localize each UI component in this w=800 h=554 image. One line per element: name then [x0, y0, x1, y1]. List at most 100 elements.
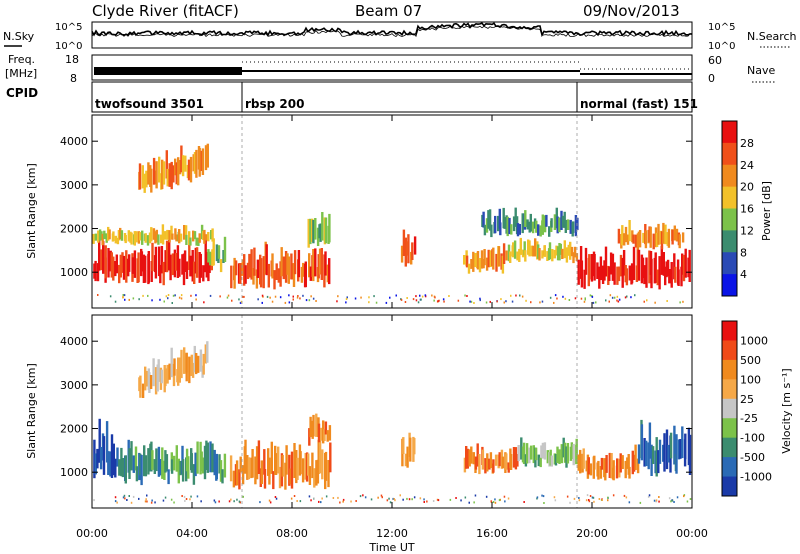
power-data-cell [309, 218, 312, 245]
velocity-speckle [126, 499, 128, 501]
power-data-cell [195, 237, 198, 246]
velocity-speckle [128, 495, 130, 497]
power-speckle [553, 301, 555, 304]
power-speckle [562, 295, 564, 298]
power-data-cell [623, 233, 626, 246]
power-data-cell [318, 248, 322, 275]
power-data-cell [674, 266, 677, 283]
power-speckle [442, 298, 445, 301]
power-data-cell [250, 249, 253, 280]
velocity-data-cell [413, 438, 416, 455]
velocity-speckle [601, 499, 603, 501]
power-data-cell [286, 253, 289, 275]
velocity-data-cell [293, 443, 296, 478]
velocity-data-cell [322, 420, 325, 444]
power-speckle [138, 298, 140, 301]
velocity-speckle [419, 497, 422, 500]
power-data-cell [413, 236, 417, 255]
velocity-data-cell [99, 447, 103, 470]
velocity-data-cell [274, 453, 278, 475]
power-data-cell [94, 233, 97, 241]
velocity-speckle [474, 494, 477, 497]
power-data-cell [599, 256, 603, 281]
velocity-data-cell [645, 440, 648, 467]
power-speckle [519, 294, 521, 297]
velocity-data-cell [610, 453, 613, 479]
velocity-data-cell [147, 448, 150, 475]
power-speckle [174, 294, 176, 297]
power-data-cell [574, 215, 578, 237]
power-colorbar-swatch [722, 274, 737, 297]
power-speckle [424, 294, 427, 297]
power-data-cell [494, 215, 497, 234]
velocity-speckle [566, 495, 569, 498]
velocity-speckle [543, 502, 545, 504]
velocity-data-cell [257, 440, 261, 474]
velocity-data-cell [688, 434, 692, 475]
velocity-data-cell [321, 449, 324, 480]
power-data-cell [575, 253, 579, 261]
power-data-cell [154, 246, 158, 279]
power-speckle [479, 297, 481, 300]
velocity-data-cell [631, 450, 634, 475]
velocity-colorbar-tick: -1000 [740, 471, 772, 484]
power-speckle [591, 295, 594, 298]
sky-tick-top-left: 10^5 [55, 22, 82, 33]
power-data-cell [404, 237, 407, 267]
velocity-colorbar-tick: 25 [740, 393, 754, 406]
velocity-data-cell [124, 455, 127, 484]
velocity-data-cell [167, 469, 170, 485]
velocity-data-cell [197, 355, 200, 373]
velocity-colorbar-tick: -100 [740, 432, 765, 445]
velocity-data-cell [285, 445, 288, 475]
power-data-cell [539, 225, 542, 237]
power-data-cell [119, 227, 122, 240]
velocity-speckle [503, 495, 506, 498]
power-data-cell [673, 225, 676, 241]
power-speckle [541, 300, 544, 303]
velocity-speckle [339, 501, 341, 504]
velocity-speckle [671, 499, 674, 502]
velocity-speckle [402, 498, 404, 501]
power-data-cell [147, 162, 150, 185]
power-speckle [346, 296, 348, 299]
velocity-data-cell [528, 447, 531, 464]
power-speckle [496, 300, 498, 303]
power-data-cell [516, 251, 519, 261]
power-data-cell [154, 231, 157, 244]
power-data-cell [211, 228, 214, 242]
velocity-data-cell [637, 444, 641, 464]
power-data-cell [543, 245, 546, 257]
velocity-speckle [683, 495, 685, 498]
velocity-speckle [132, 495, 135, 498]
velocity-colorbar-swatch [722, 476, 737, 497]
velocity-data-cell [667, 444, 670, 463]
power-speckle [549, 296, 552, 299]
power-data-cell [524, 210, 527, 227]
power-data-cell [150, 168, 153, 193]
power-data-cell [125, 250, 128, 283]
power-speckle [618, 298, 621, 301]
power-data-cell [189, 156, 193, 183]
velocity-data-cell [144, 366, 147, 391]
power-data-cell [165, 240, 169, 273]
power-data-cell [160, 234, 163, 244]
power-data-cell [556, 216, 559, 234]
velocity-data-cell [112, 443, 115, 476]
power-speckle [682, 300, 684, 303]
velocity-data-cell [621, 455, 624, 469]
power-data-cell [158, 156, 161, 183]
power-speckle [368, 301, 370, 304]
power-data-cell [144, 255, 147, 283]
velocity-speckle [200, 500, 202, 503]
power-data-cell [188, 238, 191, 270]
power-data-cell [181, 155, 185, 177]
power-data-cell [465, 255, 469, 268]
power-data-cell [252, 268, 255, 285]
power-data-cell [603, 260, 606, 281]
power-data-cell [619, 254, 623, 277]
power-speckle [219, 295, 221, 298]
power-data-cell [593, 254, 596, 281]
power-speckle [666, 300, 668, 302]
power-data-cell [234, 260, 238, 276]
